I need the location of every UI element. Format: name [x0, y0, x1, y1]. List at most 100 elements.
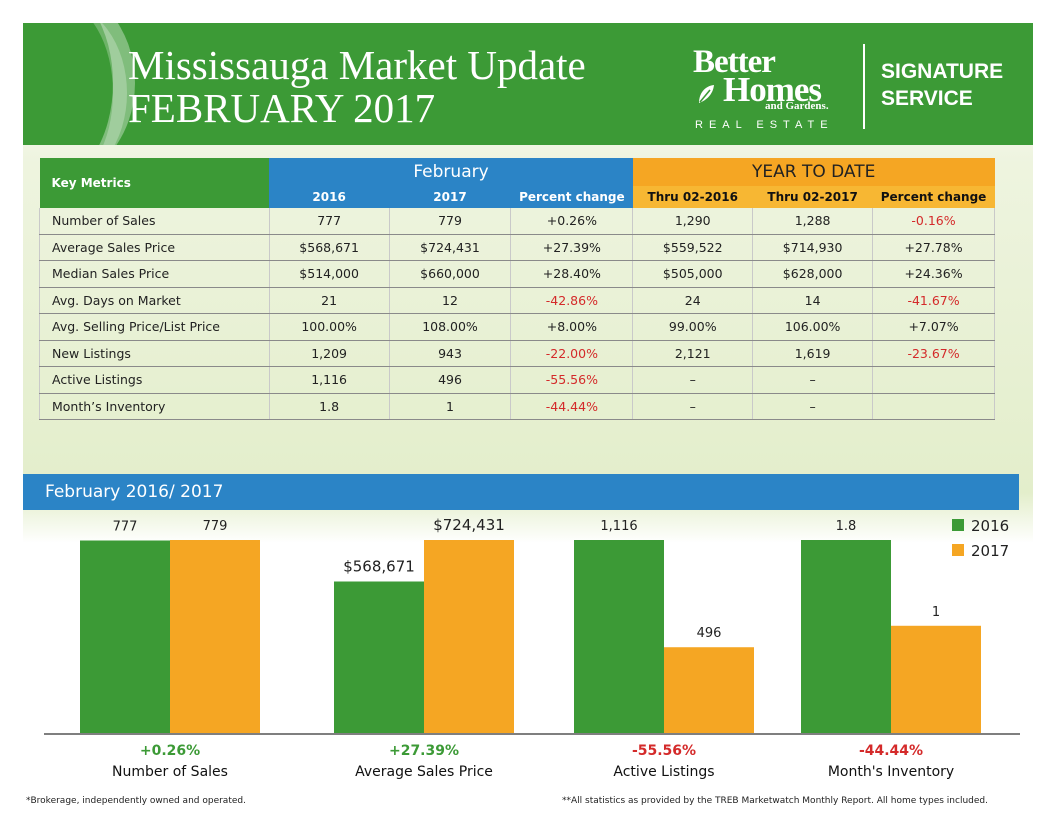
- metric-value: -42.86%: [510, 287, 634, 314]
- metric-value: 99.00%: [632, 313, 754, 341]
- metric-label: Avg. Selling Price/List Price: [39, 313, 270, 341]
- metric-value: 1,290: [632, 208, 754, 235]
- bar-2017: [891, 625, 981, 733]
- leaf-logo-icon: [699, 85, 714, 103]
- table-row: Month’s Inventory 1.8 1 -44.44% – –: [39, 393, 995, 420]
- metric-value: $724,431: [389, 234, 512, 261]
- table-row: Number of Sales 777 779 +0.26% 1,290 1,288 -0.…: [39, 208, 995, 235]
- column-header: Percent change: [872, 186, 995, 208]
- key-metrics-header: Key Metrics: [39, 158, 270, 208]
- metric-value: +27.78%: [872, 234, 995, 261]
- metric-value: 108.00%: [389, 313, 512, 341]
- metric-value: -41.67%: [872, 287, 995, 314]
- ytd-group-header: YEAR TO DATE: [632, 158, 995, 186]
- metric-label: Avg. Days on Market: [39, 287, 270, 314]
- page-title: Mississauga Market Update: [128, 42, 586, 88]
- metric-value: 2,121: [632, 340, 754, 367]
- metric-label: Month’s Inventory: [39, 393, 270, 420]
- metric-value: -44.44%: [510, 393, 634, 420]
- metric-value: 1.8: [269, 393, 390, 420]
- metric-label: Average Sales Price: [39, 234, 270, 261]
- metric-label: Median Sales Price: [39, 260, 270, 288]
- logo-divider: [863, 44, 865, 129]
- metric-value: $714,930: [752, 234, 874, 261]
- metric-value: 496: [389, 366, 512, 394]
- bar-value-label: 777: [113, 519, 138, 534]
- metric-value: +28.40%: [510, 260, 634, 288]
- category-label: Average Sales Price: [355, 764, 493, 780]
- bar-value-label: 779: [203, 519, 228, 534]
- column-header: 2017: [389, 186, 511, 208]
- metric-value: –: [632, 393, 754, 420]
- table-row: Median Sales Price $514,000 $660,000 +28.40…: [39, 260, 995, 288]
- metric-value: –: [752, 366, 874, 394]
- bar-value-label: $724,431: [433, 516, 505, 534]
- metric-value: -22.00%: [510, 340, 634, 367]
- metric-value: +8.00%: [510, 313, 634, 341]
- metric-value: $559,522: [632, 234, 754, 261]
- bar-value-label: 1.8: [836, 519, 857, 534]
- metric-value: $568,671: [269, 234, 390, 261]
- metric-value: –: [752, 393, 874, 420]
- legend-label: 2017: [971, 542, 1009, 560]
- metric-value: 943: [389, 340, 512, 367]
- february-group-header: February: [269, 158, 633, 186]
- metric-label: Active Listings: [39, 366, 270, 394]
- bar-2016: [574, 540, 664, 733]
- metric-value: 106.00%: [752, 313, 874, 341]
- metric-value: 24: [632, 287, 754, 314]
- metric-value: 1,116: [269, 366, 390, 394]
- column-header: Thru 02-2017: [752, 186, 873, 208]
- metric-label: Number of Sales: [39, 208, 270, 235]
- table-row: Avg. Selling Price/List Price 100.00% 108.…: [39, 313, 995, 341]
- metric-value: $514,000: [269, 260, 390, 288]
- bar-2017: [664, 647, 754, 733]
- metric-value: -0.16%: [872, 208, 995, 235]
- table-row: Avg. Days on Market 21 12 -42.86% 24 14 -41.67…: [39, 287, 995, 314]
- bar-2016: [801, 540, 891, 733]
- bar-value-label: $568,671: [343, 557, 415, 575]
- metric-value: $660,000: [389, 260, 512, 288]
- metric-value: +24.36%: [872, 260, 995, 288]
- bar-2016: [334, 581, 424, 733]
- bar-value-label: 1,116: [600, 519, 637, 534]
- metric-value: 1: [389, 393, 512, 420]
- logo-homes-text: Homes: [723, 70, 822, 109]
- metric-value: 1,209: [269, 340, 390, 367]
- table-row: New Listings 1,209 943 -22.00% 2,121 1,619 -23…: [39, 340, 995, 367]
- metric-value: [872, 366, 995, 394]
- chart-title: February 2016/ 2017: [45, 482, 224, 502]
- percent-change-label: -44.44%: [859, 743, 923, 759]
- metric-value: 1,619: [752, 340, 874, 367]
- metric-value: +7.07%: [872, 313, 995, 341]
- metric-value: 1,288: [752, 208, 874, 235]
- metric-value: –: [632, 366, 754, 394]
- legend-label: 2016: [971, 517, 1009, 535]
- metric-value: 14: [752, 287, 874, 314]
- metric-value: 21: [269, 287, 390, 314]
- metric-label: New Listings: [39, 340, 270, 367]
- column-header: 2016: [269, 186, 390, 208]
- column-header: Thru 02-2016: [632, 186, 753, 208]
- metric-value: 777: [269, 208, 390, 235]
- metric-value: 779: [389, 208, 512, 235]
- category-label: Active Listings: [613, 764, 714, 780]
- metric-value: +27.39%: [510, 234, 634, 261]
- key-metrics-table: Key Metrics February YEAR TO DATE 2016 2…: [39, 158, 995, 420]
- signature-text: SIGNATURE: [881, 60, 1004, 83]
- percent-change-label: +0.26%: [140, 743, 200, 759]
- metric-value: -23.67%: [872, 340, 995, 367]
- metric-value: [872, 393, 995, 420]
- metric-value: $505,000: [632, 260, 754, 288]
- bar-2017: [170, 540, 260, 733]
- legend-swatch: [952, 544, 964, 556]
- page-subtitle: FEBRUARY 2017: [128, 85, 436, 131]
- bar-value-label: 1: [932, 605, 940, 620]
- logo-gardens-text: and Gardens.: [765, 100, 829, 112]
- legend-swatch: [952, 519, 964, 531]
- bar-value-label: 496: [697, 626, 722, 641]
- logo-better-text: Better: [693, 44, 776, 80]
- percent-change-label: +27.39%: [389, 743, 459, 759]
- service-text: SERVICE: [881, 87, 973, 110]
- table-row: Average Sales Price $568,671 $724,431 +27.3…: [39, 234, 995, 261]
